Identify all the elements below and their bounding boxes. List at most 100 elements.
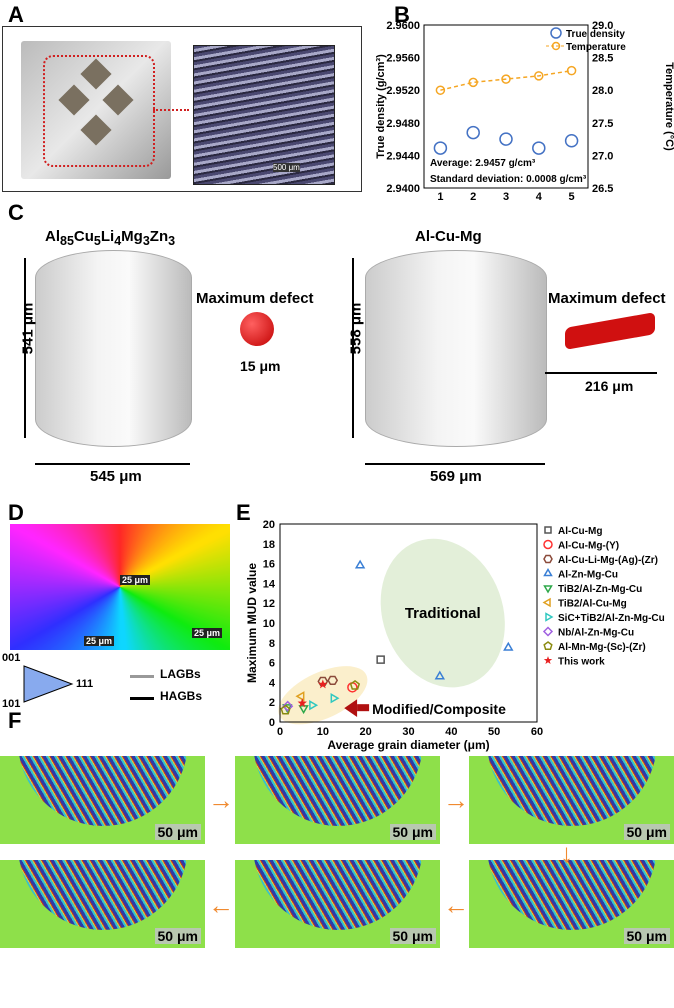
hagb-line (130, 697, 154, 700)
y-tick-label: 12 (263, 598, 275, 610)
region-traditional (380, 538, 505, 688)
x-tick-label: 20 (360, 726, 372, 738)
defect-label: Maximum defect (548, 290, 666, 307)
x-tick-label: 1 (437, 191, 443, 200)
panel-a-photo: 500 μm (2, 26, 362, 192)
chart-b: 2.9400 2.9440 2.9480 2.9520 2.9560 2.9600 26.5… (375, 20, 674, 200)
height-arrow (24, 258, 26, 438)
y2-tick-label: 28.0 (592, 85, 613, 97)
data-point (503, 641, 514, 651)
legend-label: TiB2/Al-Cu-Mg (558, 599, 627, 610)
flow-arrow-icon: → (208, 785, 234, 815)
data-point (545, 612, 554, 622)
subscript: 85 (60, 234, 74, 248)
lagb-line (130, 675, 154, 678)
y-tick-label: 0 (269, 717, 275, 729)
x-tick-label: 4 (536, 191, 543, 200)
ct-cylinder-right (365, 250, 547, 447)
legend-label: Nb/Al-Zn-Mg-Cu (558, 628, 634, 639)
flow-arrow-icon: ← (208, 890, 234, 920)
plot-frame (279, 523, 538, 723)
legend-label: TiB2/Al-Zn-Mg-Cu (558, 584, 642, 595)
data-point (542, 597, 551, 608)
data-point (499, 132, 513, 146)
data-point (435, 85, 446, 95)
simulation-frame: 50 μm (469, 860, 674, 948)
data-point (295, 691, 305, 702)
legend-label: Al-Zn-Mg-Cu (558, 570, 618, 581)
legend-label: Al-Cu-Li-Mg-(Ag)-(Zr) (558, 555, 658, 566)
flow-arrow-icon: ← (443, 890, 469, 920)
x-tick-label: 5 (569, 191, 575, 200)
flow-arrow-icon: ↓ (560, 838, 573, 868)
data-point (543, 656, 553, 665)
legend-label: True density (566, 29, 625, 40)
flow-arrow-icon: → (443, 785, 469, 815)
data-point (468, 77, 478, 88)
legend-label: Al-Mn-Mg-(Sc)-(Zr) (558, 642, 646, 653)
y-tick-label: 2.9400 (386, 183, 420, 195)
data-point (309, 699, 319, 711)
y-tick-label: 20 (263, 519, 275, 531)
x-tick-label: 50 (488, 726, 500, 738)
title-part: Li (100, 228, 115, 245)
y-tick-label: 2.9440 (386, 150, 420, 162)
width-arrow (35, 463, 190, 465)
data-point (542, 626, 554, 637)
region-label-modified: Modified/Composite (372, 701, 506, 717)
lagb-label: LAGBs (160, 667, 201, 681)
scale-bar: 50 μm (154, 824, 201, 840)
scale-bar: 50 μm (623, 928, 670, 944)
data-point (317, 676, 329, 687)
region-label-traditional: Traditional (405, 605, 481, 622)
width-label: 569 μm (430, 468, 482, 485)
ipf-101: 101 (2, 698, 21, 710)
simulation-frame: 50 μm (469, 756, 674, 844)
subscript: 3 (142, 234, 150, 248)
x-tick-label: 2 (470, 191, 476, 200)
data-point (544, 526, 552, 534)
subscript: 3 (168, 234, 176, 248)
simulation-frame: 50 μm (0, 860, 205, 948)
scale-bar: 50 μm (389, 824, 436, 840)
ipf-color-key (23, 665, 74, 703)
title-part: Zn (149, 228, 169, 245)
data-point (543, 539, 553, 550)
plot-frame (423, 24, 589, 189)
annotation: Average: 2.9457 g/cm³ (430, 158, 536, 169)
melt-pool (487, 860, 657, 930)
ipf-001: 001 (2, 652, 21, 664)
x-tick-label: 60 (531, 726, 543, 738)
selection-box (43, 55, 155, 167)
subscript: 4 (114, 234, 122, 248)
data-point (327, 675, 339, 686)
title-part: Al (45, 228, 60, 245)
simulation-frame: 50 μm (235, 756, 440, 844)
panel-label-c: C (8, 200, 24, 225)
data-point (532, 141, 546, 155)
height-label: 558 μm (347, 302, 365, 355)
scale-label: 25 μm (84, 636, 115, 646)
x-tick-label: 10 (317, 726, 329, 738)
data-point (433, 141, 448, 155)
y-tick-label: 18 (263, 539, 275, 551)
data-point (349, 679, 361, 690)
data-point (534, 71, 544, 81)
legend-label: Al-Cu-Mg (558, 526, 602, 537)
y-tick-label: 2.9520 (386, 85, 420, 97)
data-point (543, 568, 553, 577)
y-tick-label: 6 (269, 658, 275, 670)
hagb-label: HAGBs (160, 689, 203, 703)
width-arrow (545, 372, 657, 374)
width-arrow (365, 463, 545, 465)
data-point (318, 679, 328, 689)
defect-size: 216 μm (585, 378, 634, 394)
scale-bar: 50 μm (623, 824, 670, 840)
data-point (543, 585, 553, 594)
data-point (566, 65, 577, 76)
y-tick-label: 2.9560 (386, 53, 420, 65)
data-point (354, 559, 366, 569)
data-point (466, 125, 480, 140)
legend-label: Al-Cu-Mg-(Y) (558, 541, 619, 552)
panel-label-e: E (236, 500, 251, 525)
